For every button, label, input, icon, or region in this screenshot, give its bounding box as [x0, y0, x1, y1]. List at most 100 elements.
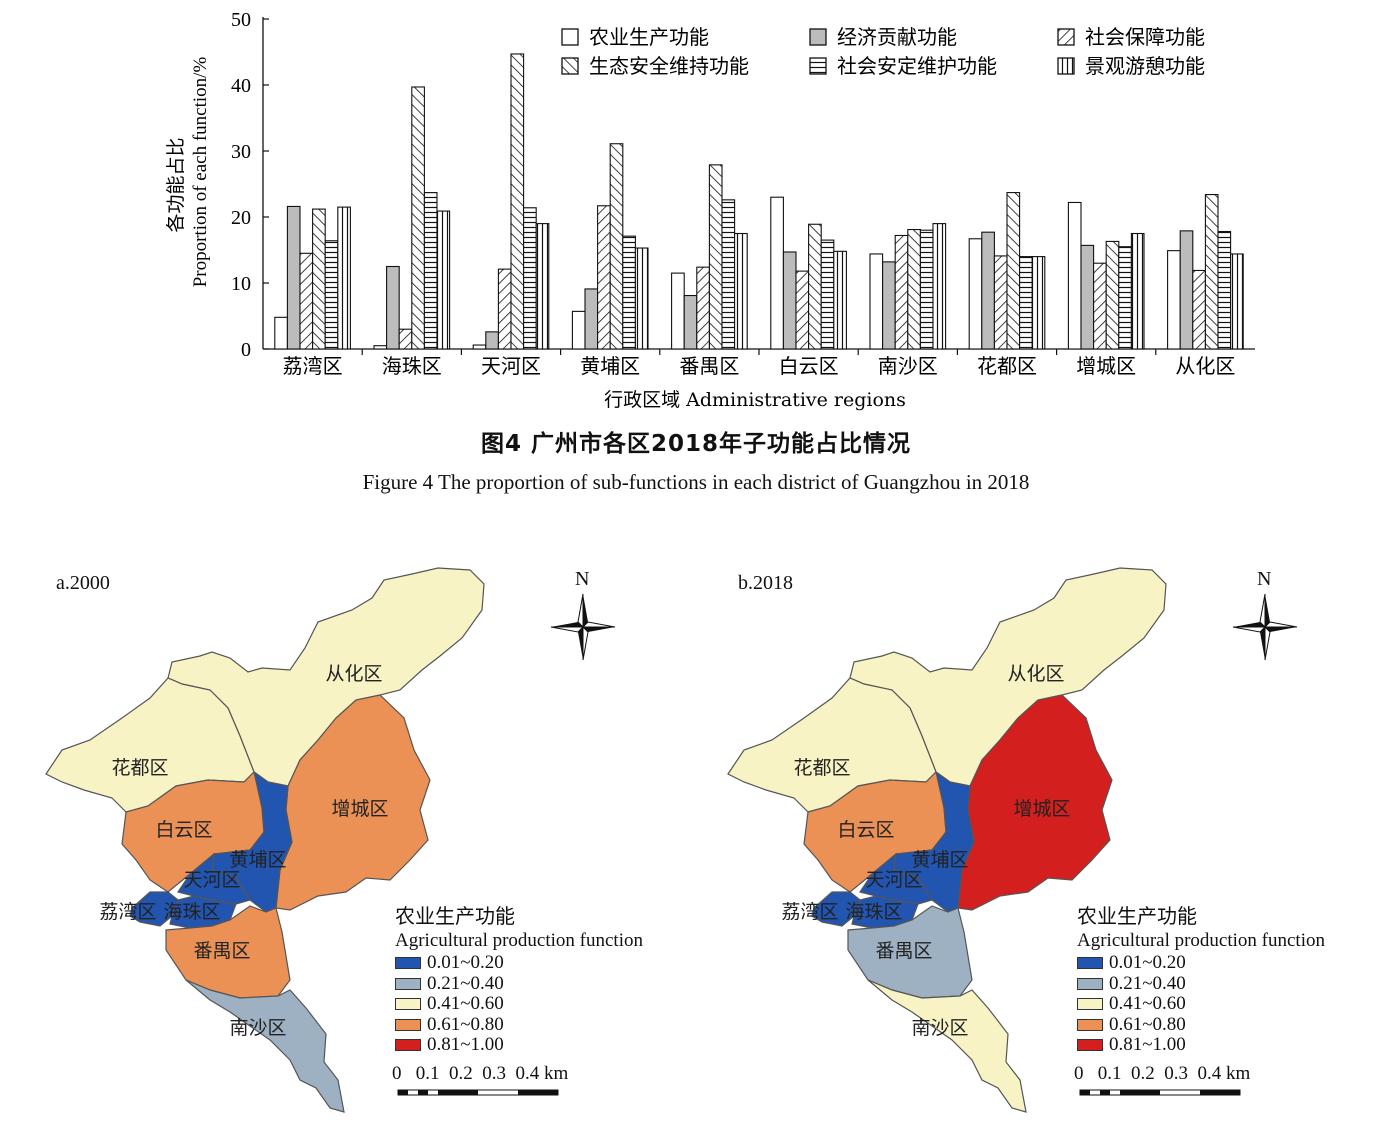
figure-caption-cn: 图4 广州市各区2018年子功能占比情况: [480, 431, 912, 457]
district-region: [851, 895, 919, 929]
bar: [882, 261, 896, 350]
y-tick-label: 40: [231, 75, 251, 97]
legend-swatch: [395, 998, 421, 1011]
compass-icon: [550, 593, 616, 661]
legend-label: 0.01~0.20: [1109, 952, 1186, 974]
scale-bar: [397, 1089, 559, 1096]
legend-swatch: [1077, 957, 1103, 970]
district-label: 荔湾区: [781, 901, 838, 923]
bar: [1080, 244, 1095, 350]
bar: [535, 223, 550, 350]
legend-item: 0.41~0.60: [1077, 993, 1325, 1015]
x-tick-label: 天河区: [481, 354, 541, 378]
legend-swatch: [395, 957, 421, 970]
district-region: [169, 895, 237, 929]
district-label: 荔湾区: [99, 901, 156, 923]
bar: [523, 207, 537, 350]
x-tick-label: 番禺区: [679, 354, 739, 378]
legend-label: 0.21~0.40: [427, 972, 504, 994]
bar: [1230, 253, 1244, 350]
legend-label: 0.21~0.40: [1109, 972, 1186, 994]
district-region: [867, 979, 1027, 1113]
legend-label: 0.01~0.20: [427, 952, 504, 974]
y-axis-label-cn: 各功能占比: [165, 137, 187, 232]
bar: [1067, 201, 1082, 350]
bar: [497, 268, 512, 350]
district-label: 南沙区: [229, 1017, 286, 1039]
district-label: 天河区: [183, 869, 240, 891]
district-label: 天河区: [865, 869, 922, 891]
legend-item: 0.21~0.40: [1077, 972, 1325, 995]
legend-item: 0.01~0.20: [395, 952, 643, 974]
legend-label: 社会安定维护功能: [837, 54, 997, 78]
district-label: 海珠区: [845, 901, 902, 923]
legend-item: 0.61~0.80: [1077, 1014, 1325, 1036]
bar: [1006, 192, 1021, 350]
bar: [584, 288, 599, 350]
bar: [485, 331, 499, 350]
legend-swatch: [561, 57, 579, 75]
bar: [423, 192, 438, 350]
legend-item: 0.41~0.60: [395, 993, 643, 1015]
district-label: 花都区: [111, 757, 168, 779]
legend-swatch: [1077, 1039, 1103, 1052]
district-label: 番禺区: [193, 940, 250, 962]
x-tick-label: 花都区: [977, 354, 1037, 378]
district-region: [177, 852, 251, 905]
legend-item: 0.81~1.00: [1077, 1034, 1325, 1056]
bar: [337, 206, 351, 350]
bar: [1031, 256, 1046, 350]
bar: [622, 235, 636, 350]
y-axis-label-en: Proportion of each function/%: [190, 57, 211, 288]
legend-item: 0.21~0.40: [395, 972, 643, 995]
district-region: [185, 979, 345, 1113]
bar: [993, 255, 1008, 350]
map-panel-2000: 从化区 花都区 增城区 白云区 黄埔区 天河区 荔湾区 海珠区 番禺区 南沙区 a.2000 N …: [0, 560, 690, 1140]
legend-swatch: [809, 28, 827, 46]
bar: [907, 228, 921, 350]
legend-swatch: [561, 28, 579, 46]
legend-label: 景观游憩功能: [1085, 54, 1205, 78]
bar: [968, 238, 983, 350]
bar: [820, 239, 835, 350]
bar: [919, 229, 934, 350]
scale-bar-labels: 0 0.1 0.2 0.3 0.4 km: [392, 1063, 569, 1084]
district-label: 黄埔区: [911, 849, 968, 871]
y-tick-label: 0: [241, 339, 251, 361]
bar: [286, 205, 301, 350]
x-axis-label: 行政区域 Administrative regions: [604, 389, 906, 411]
legend-title-cn: 农业生产功能: [395, 904, 515, 928]
legend-label: 0.61~0.80: [427, 1013, 504, 1035]
y-tick-label: 20: [231, 207, 251, 229]
bar: [1179, 230, 1194, 350]
bar: [1019, 256, 1033, 350]
legend-swatch: [1077, 977, 1103, 990]
north-label: N: [575, 568, 590, 590]
legend-swatch: [1057, 57, 1075, 75]
bar: [299, 252, 314, 350]
legend-swatch: [395, 1039, 421, 1052]
bar: [571, 310, 586, 350]
district-region: [211, 770, 293, 913]
x-tick-label: 荔湾区: [283, 354, 343, 378]
bar: [696, 266, 710, 350]
district-label: 从化区: [325, 663, 382, 685]
bar: [398, 328, 413, 350]
bar: [683, 294, 698, 350]
bar: [721, 199, 736, 350]
panel-label: b.2018: [738, 572, 793, 594]
bar: [274, 316, 288, 350]
district-label: 白云区: [155, 819, 212, 841]
legend-label: 0.81~1.00: [427, 1034, 504, 1056]
legend-item: 0.61~0.80: [395, 1013, 643, 1036]
bar: [981, 231, 995, 350]
north-label: N: [1257, 568, 1272, 590]
bar: [411, 86, 425, 350]
bar: [782, 251, 797, 350]
bar-chart: 0 10 20 30 40 50 荔湾区 海珠区 天河区 黄埔区 番禺区 白云区 南沙区 花都区 增城区 从化…: [165, 9, 1255, 411]
bar: [1204, 194, 1219, 350]
legend-title-en: Agricultural production function: [395, 930, 643, 951]
district-region: [45, 677, 255, 813]
bar: [609, 143, 624, 350]
